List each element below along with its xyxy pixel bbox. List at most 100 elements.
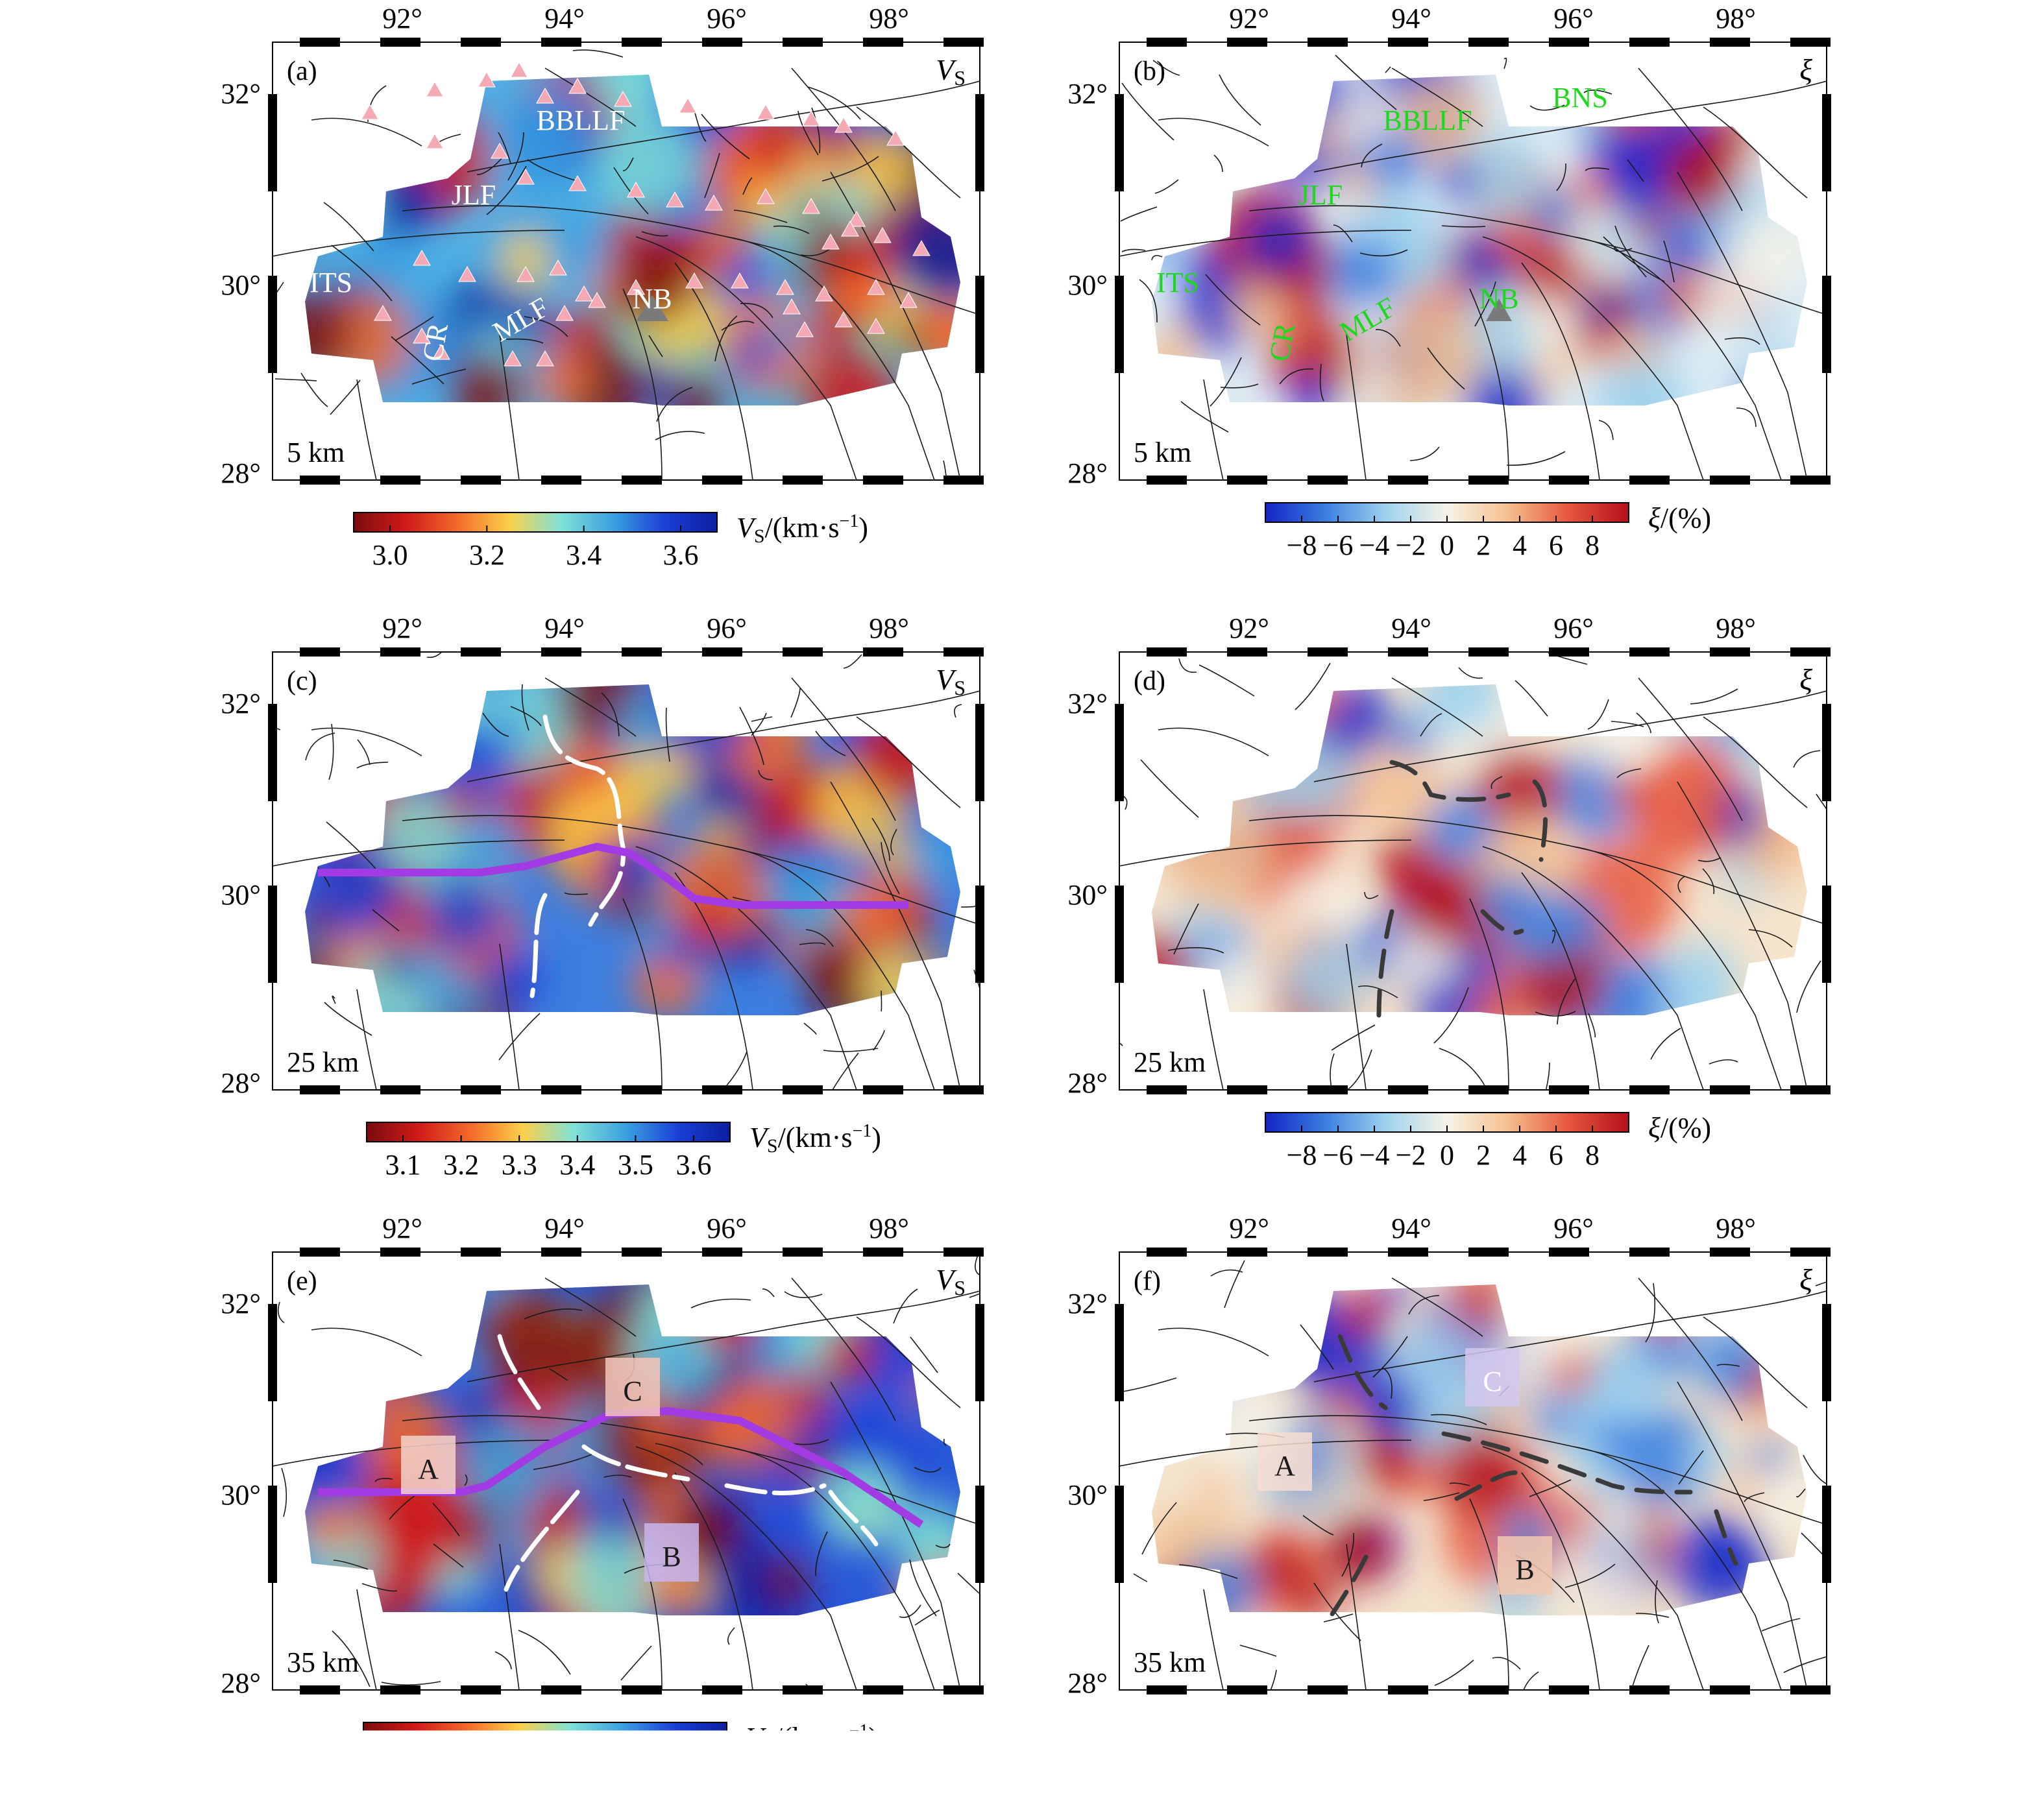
depth-label: 5 km	[287, 437, 345, 468]
panel-b: 92° 94° 96° 98° 32° 30° 28° (b) ξ 5 km BNS BBLLF JLF…	[1067, 3, 1847, 489]
region-label: B	[1515, 1554, 1534, 1586]
feature-label: BNS	[1552, 82, 1608, 114]
panel-letter: (b)	[1134, 56, 1165, 86]
colorbar-tick-label: 3.0	[372, 539, 408, 571]
colorbar-tick-label: 2	[1479, 1739, 1494, 1771]
lon-tick-label: 92°	[1229, 3, 1269, 34]
colorbar-tick-label: 3.6	[663, 539, 699, 571]
colorbar-tick-label: 8	[1588, 1739, 1603, 1771]
lon-tick-label: 94°	[544, 3, 585, 34]
lat-tick-label: 28°	[221, 457, 261, 489]
colorbar-tick-label: 3.1	[430, 1749, 466, 1781]
colorbar-vs_e: 3.0 3.1 3.2 3.3 3.4 3.5 3.6VS/(km·s−1)	[363, 1721, 878, 1781]
colorbar-tick-label: 3.3	[528, 1749, 563, 1781]
panel-letter: (c)	[287, 666, 317, 696]
lon-tick-label: 94°	[544, 612, 585, 644]
panel-letter: (a)	[287, 56, 317, 86]
colorbar-tick-label: 8	[1585, 1139, 1600, 1171]
colorbar-tick-label: −6	[1323, 529, 1354, 561]
lon-tick-label: 94°	[1391, 1212, 1431, 1244]
lat-tick-label: 28°	[1067, 457, 1108, 489]
colorbar-tick-label: 3.1	[385, 1149, 421, 1181]
lon-tick-label: 96°	[707, 1212, 747, 1244]
lon-tick-label: 94°	[1391, 612, 1431, 644]
colorbar-tick-label: 0	[1440, 1139, 1454, 1171]
lat-tick-label: 32°	[221, 1288, 261, 1320]
lon-tick-label: 96°	[1553, 3, 1594, 34]
parameter-label: ξ	[1799, 663, 1812, 696]
colorbar-tick-label: 3.4	[559, 1149, 595, 1181]
feature-label: CR	[416, 320, 454, 364]
lon-tick-label: 96°	[1553, 612, 1594, 644]
panel-c: 92° 94° 96° 98°32°30°28°(c) VS25 km	[221, 612, 1014, 1109]
lon-tick-label: 92°	[382, 612, 422, 644]
colorbar-label: ξ/(%)	[1648, 502, 1711, 534]
lon-tick-label: 98°	[1716, 3, 1756, 34]
colorbar-tick-label: −4	[1363, 1739, 1393, 1771]
colorbar-tick-label: −4	[1359, 529, 1390, 561]
panel-letter: (d)	[1134, 666, 1165, 696]
feature-label: CR	[1263, 320, 1301, 364]
lat-tick-label: 30°	[221, 269, 261, 301]
colorbar-tick-label: 4	[1513, 1139, 1527, 1171]
colorbar-gradient	[354, 513, 717, 532]
colorbar-gradient	[367, 1122, 730, 1142]
colorbar-tick-label: 6	[1549, 1139, 1563, 1171]
depth-label: 25 km	[1134, 1046, 1206, 1078]
region-label: B	[662, 1541, 681, 1573]
feature-label: ITS	[1156, 267, 1199, 298]
lat-tick-label: 32°	[1067, 78, 1108, 110]
region-label: C	[623, 1375, 642, 1407]
feature-label: BNS	[705, 82, 761, 114]
lat-tick-label: 30°	[1067, 879, 1108, 911]
colorbar-xi_d: −8 −6 −4 −2 0 2 4 6 8ξ/(%)	[1265, 1112, 1711, 1171]
panel-f: 92° 94° 96° 98° 32° 30° 28° (f) ξ 35 km A B C	[1067, 1212, 1866, 1709]
colorbar-tick-label: −6	[1323, 1139, 1354, 1171]
parameter-label: ξ	[1799, 1263, 1812, 1296]
colorbar-tick-label: 3.2	[443, 1149, 479, 1181]
colorbar-label: VS/(km·s−1)	[746, 1721, 878, 1757]
lon-tick-label: 92°	[382, 3, 422, 34]
lat-tick-label: 32°	[221, 78, 261, 110]
colorbar-tick-label: 3.2	[479, 1749, 515, 1781]
lon-tick-label: 92°	[1229, 1212, 1269, 1244]
colorbar-tick-label: 3.3	[502, 1149, 537, 1181]
lon-tick-label: 92°	[382, 1212, 422, 1244]
colorbar-label: VS/(km·s−1)	[749, 1121, 881, 1157]
colorbar-vs_a: 3.0 3.2 3.4 3.6 VS/(km·s−1)	[354, 511, 868, 571]
colorbar-tick-label: 2	[1476, 529, 1490, 561]
colorbar-label: VS/(km·s−1)	[736, 511, 868, 547]
colorbar-xi_f: −8 −6 −4 −2 0 2 4 6 8ξ/(%)	[1269, 1712, 1714, 1771]
colorbar-tick-label: 3.4	[566, 539, 602, 571]
colorbar-tick-label: −2	[1399, 1739, 1430, 1771]
colorbar-tick-label: −4	[1359, 1139, 1390, 1171]
lon-tick-label: 96°	[707, 3, 747, 34]
colorbar-tick-label: 6	[1552, 1739, 1566, 1771]
feature-label: JLF	[452, 179, 496, 211]
lat-tick-label: 30°	[1067, 1479, 1108, 1511]
colorbar-label: ξ/(%)	[1651, 1712, 1714, 1744]
feature-label: NB	[1479, 283, 1518, 315]
colorbar-tick-label: 0	[1443, 1739, 1457, 1771]
lon-tick-label: 94°	[544, 1212, 585, 1244]
lat-tick-label: 30°	[221, 879, 261, 911]
colorbar-tick-label: −8	[1287, 529, 1317, 561]
depth-label: 35 km	[1134, 1646, 1206, 1678]
lon-tick-label: 96°	[707, 612, 747, 644]
lon-tick-label: 96°	[1553, 1212, 1594, 1244]
lon-tick-label: 98°	[869, 612, 909, 644]
lat-tick-label: 28°	[1067, 1667, 1108, 1699]
feature-label: BBLLF	[537, 104, 626, 136]
region-label: A	[418, 1453, 439, 1485]
panel-letter: (f)	[1134, 1266, 1161, 1296]
panel-e: 92° 94° 96° 98°32°30°28°(e) VS35 kmABC	[221, 1212, 1028, 1735]
lat-tick-label: 32°	[1067, 1288, 1108, 1320]
lon-tick-label: 92°	[1229, 612, 1269, 644]
depth-label: 5 km	[1134, 437, 1191, 468]
colorbar-tick-label: 4	[1516, 1739, 1530, 1771]
lat-tick-label: 32°	[221, 688, 261, 719]
colorbar-tick-label: −2	[1396, 1139, 1426, 1171]
lon-tick-label: 98°	[1716, 1212, 1756, 1244]
depth-label: 35 km	[287, 1646, 359, 1678]
